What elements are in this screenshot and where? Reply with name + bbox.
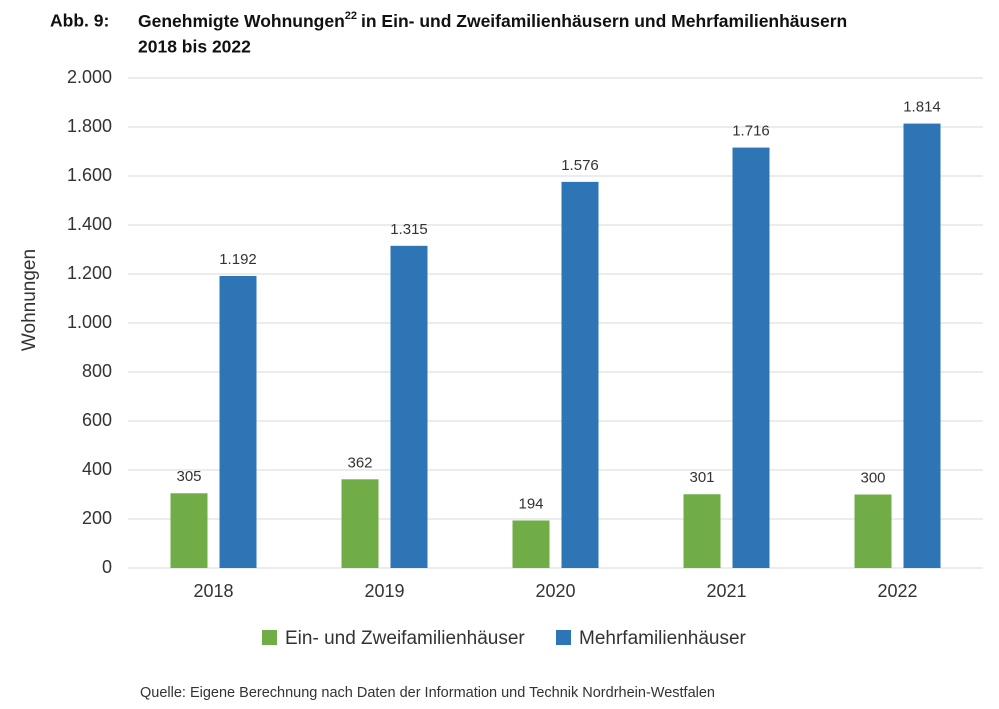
legend-label: Ein- und Zweifamilienhäuser — [285, 628, 525, 649]
title-line2: 2018 bis 2022 — [138, 37, 251, 57]
x-tick-label: 2018 — [193, 581, 233, 601]
legend-swatch — [262, 630, 277, 645]
bar — [561, 181, 599, 568]
y-tick-label: 2.000 — [67, 67, 112, 87]
x-tick-label: 2020 — [535, 581, 575, 601]
y-tick-label: 1.000 — [67, 312, 112, 332]
value-label: 362 — [347, 454, 372, 471]
y-tick-label: 1.200 — [67, 263, 112, 283]
y-axis-label: Wohnungen — [19, 249, 40, 351]
x-tick-label: 2022 — [877, 581, 917, 601]
title-prefix: Abb. 9: — [50, 11, 109, 31]
source: Quelle: Eigene Berechnung nach Daten der… — [140, 685, 715, 701]
chart-title: Genehmigte Wohnungen22 in Ein- und Zweifa… — [138, 10, 847, 31]
value-label: 1.576 — [561, 157, 599, 174]
value-label: 194 — [518, 495, 543, 512]
title-footnote: 22 — [345, 10, 357, 22]
y-tick-label: 200 — [82, 508, 112, 528]
legend-swatch — [556, 630, 571, 645]
bar — [390, 245, 428, 568]
bar — [341, 479, 379, 568]
value-label: 1.192 — [219, 251, 257, 268]
x-tick-label: 2019 — [364, 581, 404, 601]
bar — [219, 275, 257, 568]
value-label: 305 — [176, 468, 201, 485]
bar — [512, 520, 550, 568]
value-label: 1.716 — [732, 123, 770, 140]
bar — [903, 123, 941, 568]
value-label: 1.315 — [390, 221, 428, 238]
bar — [683, 494, 721, 568]
bar — [170, 493, 208, 568]
title-main: Genehmigte Wohnungen — [138, 11, 345, 31]
value-label: 301 — [689, 469, 714, 486]
y-tick-label: 0 — [102, 557, 112, 577]
y-tick-label: 400 — [82, 459, 112, 479]
bar — [732, 147, 770, 568]
title-rest: in Ein- und Zweifamilienhäusern und Mehr… — [361, 11, 847, 31]
y-tick-label: 600 — [82, 410, 112, 430]
y-tick-label: 1.800 — [67, 116, 112, 136]
y-tick-label: 1.600 — [67, 165, 112, 185]
x-tick-label: 2021 — [706, 581, 746, 601]
value-label: 1.814 — [903, 99, 941, 116]
y-tick-label: 800 — [82, 361, 112, 381]
legend-label: Mehrfamilienhäuser — [579, 628, 747, 649]
bar — [854, 494, 892, 568]
y-tick-label: 1.400 — [67, 214, 112, 234]
value-label: 300 — [860, 469, 885, 486]
